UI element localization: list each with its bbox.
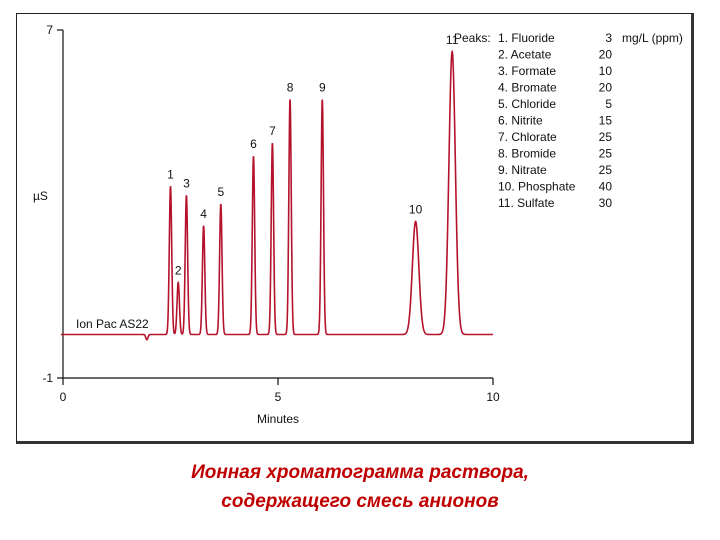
legend-title: Peaks: [454,31,491,45]
x-tick-label: 0 [60,390,67,404]
x-tick-label: 10 [486,390,500,404]
trace-group [60,49,493,341]
peak-label-11: 11 [446,33,459,47]
caption-line-1: Ионная хроматограмма раствора, [191,462,529,483]
legend-entry-conc: 25 [599,130,613,144]
legend-entry-conc: 5 [605,97,612,111]
legend-entry-name: 9. Nitrate [498,163,547,177]
x-tick-label: 5 [275,390,282,404]
peak-label-3: 3 [183,176,190,190]
x-axis-label: Minutes [257,412,299,426]
caption-line-2: содержащего смесь анионов [221,491,499,512]
y-tick-label: -1 [42,371,53,385]
legend-entry-name: 6. Nitrite [498,114,543,128]
legend-entry-conc: 20 [599,48,613,62]
peak-label-6: 6 [250,137,257,151]
y-tick-label: 7 [46,23,53,37]
legend-entry-name: 3. Formate [498,64,556,78]
legend-entry-conc: 10 [599,64,613,78]
y-axis-label: µS [33,189,48,203]
peak-label-9: 9 [319,81,326,95]
peak-label-1: 1 [167,168,174,182]
legend-unit: mg/L (ppm) [622,31,683,45]
legend-entry-name: 2. Acetate [498,48,552,62]
peak-label-7: 7 [269,124,276,138]
legend-entry-name: 10. Phosphate [498,180,576,194]
column-annotation: Ion Pac AS22 [76,317,149,331]
legend-entry-name: 5. Chloride [498,97,556,111]
legend-entry-conc: 40 [599,180,613,194]
chart-frame [16,13,694,444]
legend-entry-conc: 25 [599,163,613,177]
legend-entry-name: 7. Chlorate [498,130,557,144]
peak-label-5: 5 [217,185,224,199]
legend-entry-name: 11. Sulfate [498,196,555,210]
peak-label-4: 4 [200,207,207,221]
peak-label-8: 8 [287,81,294,95]
chromatogram-trace [60,49,493,341]
legend-entry-conc: 3 [605,31,612,45]
legend-entry-name: 1. Fluoride [498,31,555,45]
legend-entry-conc: 20 [599,81,613,95]
legend-entry-conc: 30 [599,196,613,210]
legend-entry-conc: 25 [599,147,613,161]
axes: 7 -1 0 5 10 µS Minutes Ion Pac AS22 [33,23,500,426]
peak-label-10: 10 [409,202,423,216]
peak-label-2: 2 [175,263,182,277]
legend-entry-name: 4. Bromate [498,81,557,95]
legend-entry-name: 8. Bromide [498,147,556,161]
legend-entry-conc: 15 [599,114,613,128]
peak-legend: Peaks: mg/L (ppm) 1. Fluoride 3 2. Acetate 20… [454,31,683,210]
